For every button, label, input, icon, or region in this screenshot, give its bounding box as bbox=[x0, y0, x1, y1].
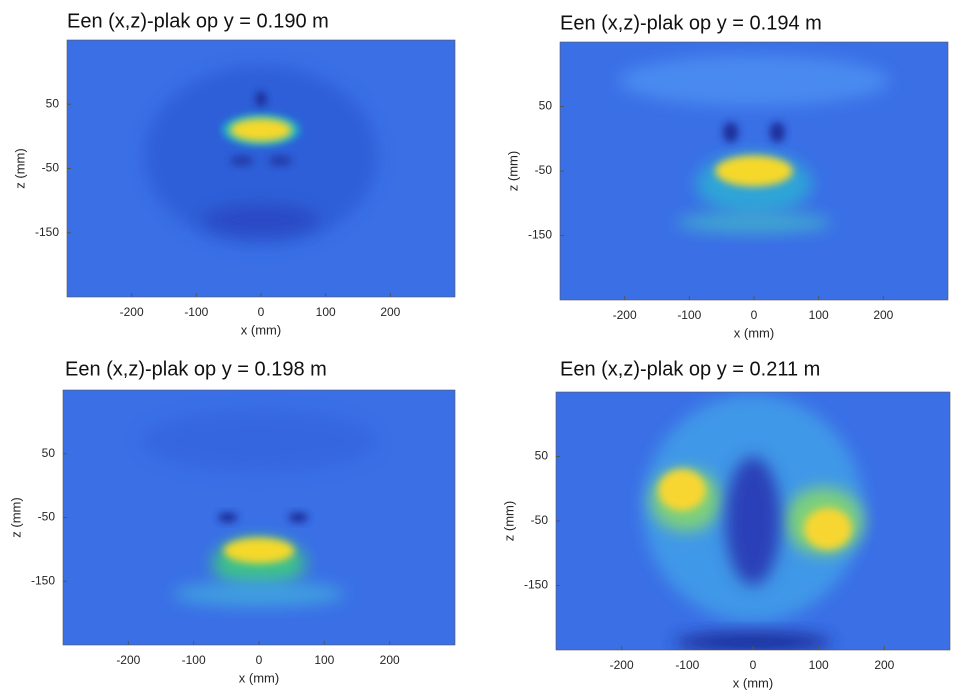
heatmap-feature bbox=[217, 512, 238, 523]
x-tick-label: -200 bbox=[610, 658, 634, 672]
y-tick-label: -50 bbox=[531, 513, 549, 527]
y-tick-label: 50 bbox=[535, 449, 549, 463]
x-tick-label: 0 bbox=[256, 653, 263, 667]
heatmap-feature bbox=[202, 204, 320, 236]
panel: Een (x,z)-plak op y = 0.194 m -200 -100 0 10… bbox=[505, 12, 949, 340]
heatmap-feature bbox=[172, 581, 346, 607]
heatmap-feature bbox=[658, 469, 706, 511]
x-tick-label: -100 bbox=[182, 653, 206, 667]
x-tick-label: 0 bbox=[750, 658, 757, 672]
y-tick-label: 50 bbox=[539, 99, 553, 113]
y-axis-label: z (mm) bbox=[12, 148, 27, 188]
chart-title: Een (x,z)-plak op y = 0.211 m bbox=[560, 358, 820, 380]
x-tick-label: 100 bbox=[809, 658, 829, 672]
y-tick-label: -150 bbox=[31, 573, 55, 587]
y-axis-label: z (mm) bbox=[505, 151, 520, 191]
x-axis-label: x (mm) bbox=[239, 670, 279, 685]
y-axis-label: z (mm) bbox=[501, 501, 516, 541]
heatmap-feature bbox=[722, 121, 739, 143]
y-axis-label: z (mm) bbox=[8, 497, 23, 537]
x-tick-label: 200 bbox=[874, 658, 894, 672]
heatmap-feature bbox=[288, 512, 309, 523]
chart-title: Een (x,z)-plak op y = 0.190 m bbox=[67, 10, 329, 32]
heatmap-feature bbox=[769, 121, 786, 143]
chart-title: Een (x,z)-plak op y = 0.194 m bbox=[560, 12, 822, 34]
x-tick-label: -200 bbox=[116, 653, 140, 667]
y-tick-label: -50 bbox=[535, 163, 553, 177]
x-tick-label: -200 bbox=[120, 305, 144, 319]
heatmap-feature bbox=[618, 54, 890, 107]
heatmap-feature bbox=[229, 155, 254, 166]
x-tick-label: -100 bbox=[675, 658, 699, 672]
y-tick-label: -150 bbox=[524, 578, 548, 592]
y-tick-label: 50 bbox=[46, 96, 60, 110]
x-tick-label: -200 bbox=[613, 308, 637, 322]
heatmap-feature bbox=[725, 456, 781, 586]
x-axis-label: x (mm) bbox=[733, 675, 773, 690]
x-tick-label: 200 bbox=[380, 653, 400, 667]
x-axis-label: x (mm) bbox=[241, 322, 281, 337]
x-tick-label: 200 bbox=[873, 308, 893, 322]
x-tick-label: 200 bbox=[380, 305, 400, 319]
heatmap-feature bbox=[804, 508, 852, 550]
y-tick-label: -50 bbox=[42, 161, 60, 175]
heatmap-image bbox=[560, 42, 948, 300]
chart-title: Een (x,z)-plak op y = 0.198 m bbox=[65, 358, 327, 380]
x-tick-label: 100 bbox=[316, 305, 336, 319]
heatmap-feature bbox=[255, 91, 267, 107]
x-tick-label: 100 bbox=[809, 308, 829, 322]
y-tick-label: -150 bbox=[35, 225, 59, 239]
y-tick-label: -150 bbox=[528, 228, 552, 242]
x-tick-label: 0 bbox=[258, 305, 265, 319]
heatmap-feature bbox=[676, 212, 832, 233]
x-tick-label: -100 bbox=[677, 308, 701, 322]
x-tick-label: -100 bbox=[184, 305, 208, 319]
x-tick-label: 100 bbox=[314, 653, 334, 667]
heatmap-feature bbox=[268, 155, 293, 166]
heatmap-image bbox=[63, 390, 455, 645]
heatmap-image bbox=[556, 392, 950, 650]
x-tick-label: 0 bbox=[751, 308, 758, 322]
panel: Een (x,z)-plak op y = 0.211 m -200 -100 0 10… bbox=[501, 358, 951, 690]
x-axis-label: x (mm) bbox=[734, 325, 774, 340]
heatmap-feature bbox=[141, 410, 377, 472]
y-tick-label: -50 bbox=[38, 510, 56, 524]
heatmap-feature bbox=[715, 155, 793, 187]
heatmap-feature bbox=[674, 631, 832, 650]
heatmap-feature bbox=[229, 118, 293, 142]
panel: Een (x,z)-plak op y = 0.190 m -200 -100 0 10… bbox=[12, 10, 456, 337]
heatmap-feature bbox=[144, 65, 378, 246]
heatmap-feature bbox=[223, 537, 295, 564]
heatmap-image bbox=[67, 40, 455, 297]
y-tick-label: 50 bbox=[42, 446, 56, 460]
panel: Een (x,z)-plak op y = 0.198 m -200 -100 0 10… bbox=[8, 358, 456, 685]
